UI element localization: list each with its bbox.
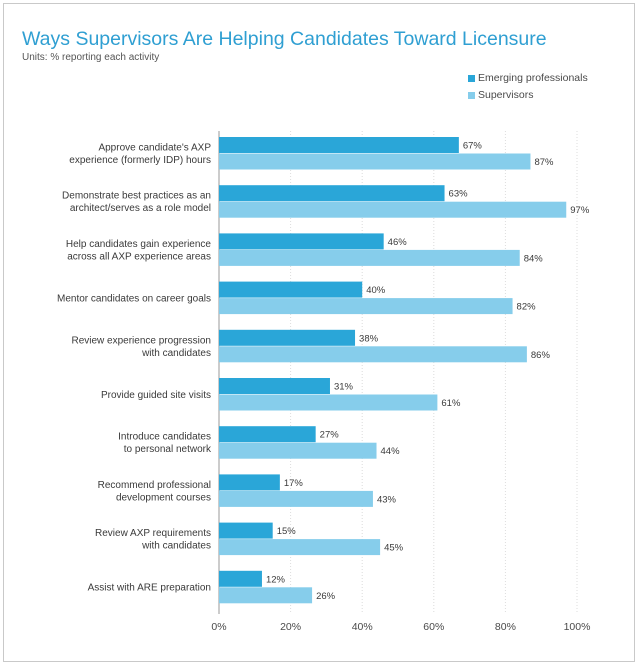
bar-emerging-2 — [219, 233, 384, 250]
bar-supervisors-1 — [219, 201, 567, 218]
legend-item-emerging-professionals: Emerging professionals — [468, 72, 588, 84]
category-label-0: Approve candidate's AXP experience (forme… — [69, 143, 211, 167]
legend-label-emerging-professionals: Emerging professionals — [478, 72, 588, 84]
data-label-supervisors-6: 44% — [381, 446, 401, 457]
x-tick-label-100: 100% — [564, 621, 591, 633]
x-tick-label-20: 20% — [280, 621, 301, 633]
data-label-emerging-1: 63% — [449, 189, 469, 200]
data-label-emerging-6: 27% — [320, 430, 340, 441]
data-label-supervisors-5: 61% — [441, 398, 461, 409]
data-label-emerging-2: 46% — [388, 237, 408, 248]
category-label-7: Recommend professional development course… — [98, 480, 211, 504]
category-label-2: Help candidates gain experience across al… — [66, 239, 212, 263]
bar-emerging-8 — [219, 522, 273, 539]
data-label-supervisors-9: 26% — [316, 591, 336, 602]
chart-frame — [3, 3, 635, 662]
category-label-9: Assist with ARE preparation — [88, 583, 211, 594]
bar-emerging-6 — [219, 426, 316, 443]
category-label-1: Demonstrate best practices as an architec… — [62, 191, 211, 215]
bar-emerging-1 — [219, 185, 445, 202]
chart-title: Ways Supervisors Are Helping Candidates … — [22, 28, 547, 50]
x-tick-label-0: 0% — [211, 621, 226, 633]
data-label-emerging-0: 67% — [463, 141, 483, 152]
bar-supervisors-2 — [219, 249, 520, 266]
bar-supervisors-6 — [219, 442, 377, 459]
data-label-emerging-8: 15% — [277, 526, 297, 537]
data-label-emerging-4: 38% — [359, 333, 379, 344]
x-tick-label-80: 80% — [495, 621, 516, 633]
bar-supervisors-9 — [219, 587, 313, 604]
category-label-4: Review experience progression with candid… — [71, 335, 211, 359]
x-tick-label-60: 60% — [423, 621, 444, 633]
data-label-supervisors-8: 45% — [384, 543, 404, 554]
category-label-6: Introduce candidates to personal network — [118, 432, 212, 456]
data-label-emerging-3: 40% — [366, 285, 386, 296]
bar-emerging-3 — [219, 281, 363, 298]
data-label-supervisors-3: 82% — [517, 302, 537, 313]
bar-emerging-7 — [219, 474, 280, 491]
bar-supervisors-0 — [219, 153, 531, 170]
category-label-5: Provide guided site visits — [101, 390, 211, 401]
data-label-emerging-5: 31% — [334, 382, 354, 393]
bar-supervisors-5 — [219, 394, 438, 411]
bar-emerging-4 — [219, 329, 356, 346]
data-label-emerging-7: 17% — [284, 478, 304, 489]
x-tick-label-40: 40% — [352, 621, 373, 633]
data-label-supervisors-7: 43% — [377, 494, 397, 505]
bar-emerging-0 — [219, 137, 459, 153]
legend-item-supervisors: Supervisors — [468, 89, 533, 101]
data-label-emerging-9: 12% — [266, 574, 286, 585]
legend-label-supervisors: Supervisors — [478, 89, 534, 101]
legend-swatch-supervisors — [468, 91, 475, 99]
chart-subtitle: Units: % reporting each activity — [22, 52, 160, 63]
data-label-supervisors-0: 87% — [534, 157, 554, 168]
category-label-8: Review AXP requirements with candidates — [95, 528, 211, 552]
bar-emerging-5 — [219, 378, 330, 394]
bar-supervisors-4 — [219, 346, 527, 363]
bar-supervisors-7 — [219, 490, 373, 507]
bar-supervisors-3 — [219, 298, 513, 315]
category-label-3: Mentor candidates on career goals — [57, 293, 211, 304]
bar-supervisors-8 — [219, 539, 381, 556]
data-label-supervisors-1: 97% — [570, 205, 590, 216]
data-label-supervisors-4: 86% — [531, 350, 551, 361]
bar-emerging-9 — [219, 570, 262, 587]
legend-swatch-emerging-professionals — [468, 74, 475, 82]
data-label-supervisors-2: 84% — [524, 253, 544, 264]
